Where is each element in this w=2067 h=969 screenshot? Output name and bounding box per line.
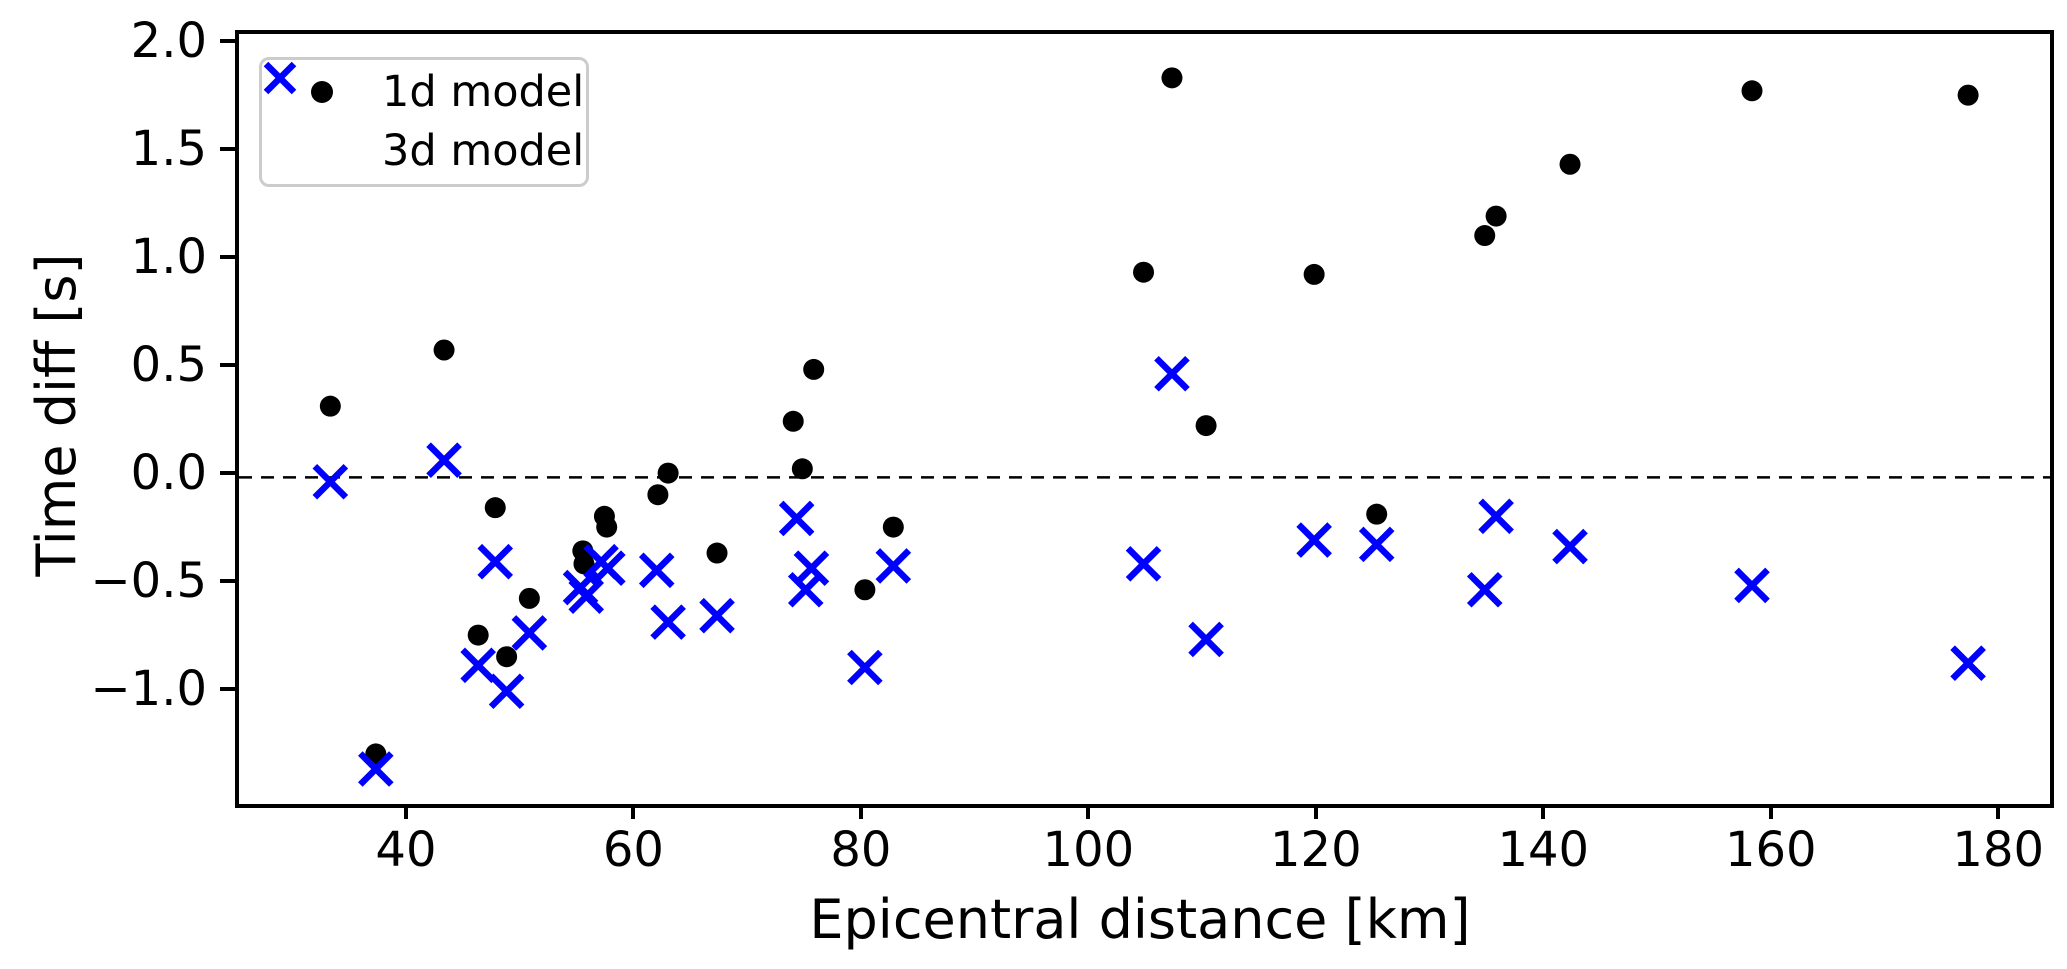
data-point-1d-model [791,458,813,480]
data-point-3d-model [1296,522,1332,558]
data-point-1d-model [319,395,341,417]
data-point-3d-model [650,604,686,640]
y-axis-tick-mark [220,147,235,152]
y-axis-tick-label: 0.0 [130,445,207,502]
data-point-1d-model [433,339,455,361]
y-axis-tick-mark [220,579,235,584]
data-point-1d-model [365,743,387,765]
x-axis-tick-label: 80 [830,822,892,878]
data-point-1d-model [657,462,679,484]
data-point-1d-model [1741,80,1763,102]
data-point-3d-model [1188,621,1224,658]
data-point-1d-model [1161,67,1183,89]
legend-label-3d: 3d model [382,126,585,177]
x-axis-tick-label: 60 [602,822,664,878]
data-point-3d-model [568,578,605,615]
data-point-1d-model [596,516,618,538]
y-axis-tick-label: 2.0 [130,13,207,70]
y-axis-tick-mark [220,255,235,260]
data-point-1d-model [803,358,825,380]
data-point-3d-model [778,500,815,537]
plot-area: 1d model 3d model [235,30,2054,808]
data-point-1d-model [1957,84,1979,106]
x-axis-label: Epicentral distance [km] [809,888,1471,951]
legend-item-3d: 3d model [262,61,586,179]
data-point-1d-model [1303,263,1325,285]
data-point-3d-model [1950,645,1986,681]
y-axis-tick-label: −1.0 [90,661,207,718]
data-point-3d-model [358,751,394,787]
x-axis-tick-mark [1996,804,2001,819]
legend-label-1d: 1d model [382,66,585,117]
data-point-3d-model [699,597,735,634]
data-point-3d-model [460,647,496,684]
data-point-1d-model [882,516,904,538]
y-axis-tick-mark [220,363,235,368]
x-axis-tick-mark [631,804,636,819]
x-axis-tick-mark [1541,804,1546,819]
data-point-1d-model [782,410,804,432]
data-point-1d-model [496,646,518,668]
data-point-3d-model [1734,567,1770,604]
data-point-1d-model [854,579,876,601]
legend-circle-marker-icon [262,81,382,104]
data-point-1d-model [518,587,540,609]
data-point-3d-model [1125,546,1162,582]
x-axis-tick-label: 40 [375,822,437,878]
data-point-1d-model [484,497,506,519]
data-point-1d-model [1485,205,1507,227]
y-axis-tick-label: 1.5 [130,121,207,178]
data-point-1d-model [1195,415,1217,437]
data-point-3d-model [1552,528,1588,565]
data-point-3d-model [1358,526,1395,563]
x-axis-tick-mark [858,804,863,819]
data-point-1d-model [1474,225,1496,247]
y-axis-tick-mark [220,471,235,476]
y-axis-tick-mark [220,39,235,44]
x-axis-tick-mark [1768,804,1773,819]
data-point-3d-model [488,673,525,710]
y-axis-label: Time diff [s] [25,253,88,577]
data-point-1d-model [467,624,489,646]
x-axis-tick-label: 160 [1724,822,1817,878]
data-point-1d-model [1366,503,1388,525]
legend-item-1d: 1d model [262,65,586,119]
x-axis-tick-label: 180 [1952,822,2045,878]
data-point-1d-model [647,484,669,506]
data-point-3d-model [1154,355,1190,392]
data-point-3d-model [1478,498,1514,535]
data-point-1d-model [1133,261,1155,283]
data-point-3d-model [511,615,548,651]
data-point-3d-model [787,571,824,608]
x-axis-tick-mark [403,804,408,819]
data-point-3d-model [1466,571,1503,608]
x-axis-tick-mark [1313,804,1318,819]
data-point-3d-model [426,442,462,478]
data-point-3d-model [638,552,675,589]
chart-canvas [239,67,2050,787]
data-point-3d-model [793,550,830,586]
data-point-3d-model [847,649,883,686]
y-axis-tick-label: 0.5 [130,337,207,394]
y-axis-tick-label: 1.0 [130,229,207,286]
y-axis-tick-mark [220,687,235,692]
data-point-3d-model [875,548,912,584]
data-point-1d-model [1559,153,1581,175]
x-axis-tick-mark [1086,804,1091,819]
data-point-3d-model [477,543,514,580]
x-axis-tick-label: 140 [1497,822,1590,878]
x-axis-tick-label: 100 [1042,822,1135,878]
data-point-3d-model [312,463,349,500]
x-axis-tick-label: 120 [1270,822,1362,878]
legend-box: 1d model 3d model [259,57,589,187]
y-axis-tick-label: −0.5 [90,553,207,610]
data-point-1d-model [706,542,728,564]
data-point-3d-model [590,550,626,586]
